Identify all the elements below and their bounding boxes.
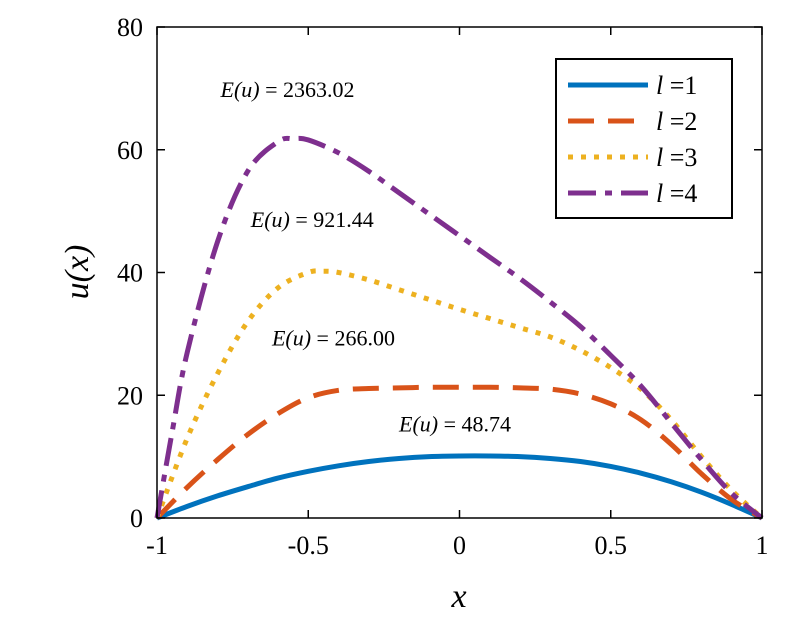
series-line-l4 [154, 135, 764, 520]
y-axis-title: u(x) [59, 245, 96, 300]
x-tick-label: -0.5 [288, 531, 329, 560]
energy-annotation-value: = 48.74 [438, 411, 511, 436]
y-tick-label: 0 [130, 504, 143, 533]
x-tick-label: -1 [146, 531, 168, 560]
y-tick-label: 80 [117, 13, 143, 42]
energy-annotation: E(u) = 2363.02 [220, 77, 355, 102]
energy-annotation: E(u) = 48.74 [398, 411, 511, 436]
series-line-l2 [155, 384, 764, 521]
series-line-l3 [154, 268, 764, 520]
annotation-layer: E(u) = 2363.02E(u) = 921.44E(u) = 266.00… [220, 77, 511, 436]
energy-annotation-var: E(u) [220, 77, 260, 102]
y-tick-label: 40 [117, 259, 143, 288]
legend-label-value: =2 [663, 107, 697, 136]
y-tick-label: 20 [117, 381, 143, 410]
x-tick-label: 1 [756, 531, 769, 560]
legend-label-l2: l =2 [656, 107, 697, 136]
series-layer [154, 135, 764, 521]
legend-label-var: l [656, 107, 663, 136]
legend: l =1l =2l =3l =4 [555, 58, 733, 219]
y-tick-label: 60 [117, 136, 143, 165]
legend-label-value: =3 [663, 143, 697, 172]
energy-annotation-value: = 921.44 [290, 207, 374, 232]
ticks-layer: -1 -0.5 0 0.5 1 0 20 40 60 80 [117, 13, 769, 560]
legend-label-var: l [656, 143, 663, 172]
series-line-l1 [156, 453, 764, 521]
energy-annotation: E(u) = 921.44 [250, 207, 374, 232]
legend-label-l4: l =4 [656, 179, 697, 208]
energy-annotation-value: = 2363.02 [260, 77, 355, 102]
legend-label-value: =4 [663, 179, 697, 208]
x-tick-label: 0.5 [595, 531, 628, 560]
energy-annotation-var: E(u) [398, 411, 438, 436]
legend-label-var: l [656, 179, 663, 208]
energy-annotation: E(u) = 266.00 [271, 326, 395, 351]
legend-label-l1: l =1 [656, 71, 697, 100]
energy-annotation-var: E(u) [271, 326, 311, 351]
x-tick-label: 0 [453, 531, 466, 560]
energy-annotation-var: E(u) [250, 207, 290, 232]
legend-label-var: l [656, 71, 663, 100]
legend-label-value: =1 [663, 71, 697, 100]
energy-annotation-value: = 266.00 [311, 326, 395, 351]
x-axis-title: x [450, 578, 466, 615]
legend-label-l3: l =3 [656, 143, 697, 172]
